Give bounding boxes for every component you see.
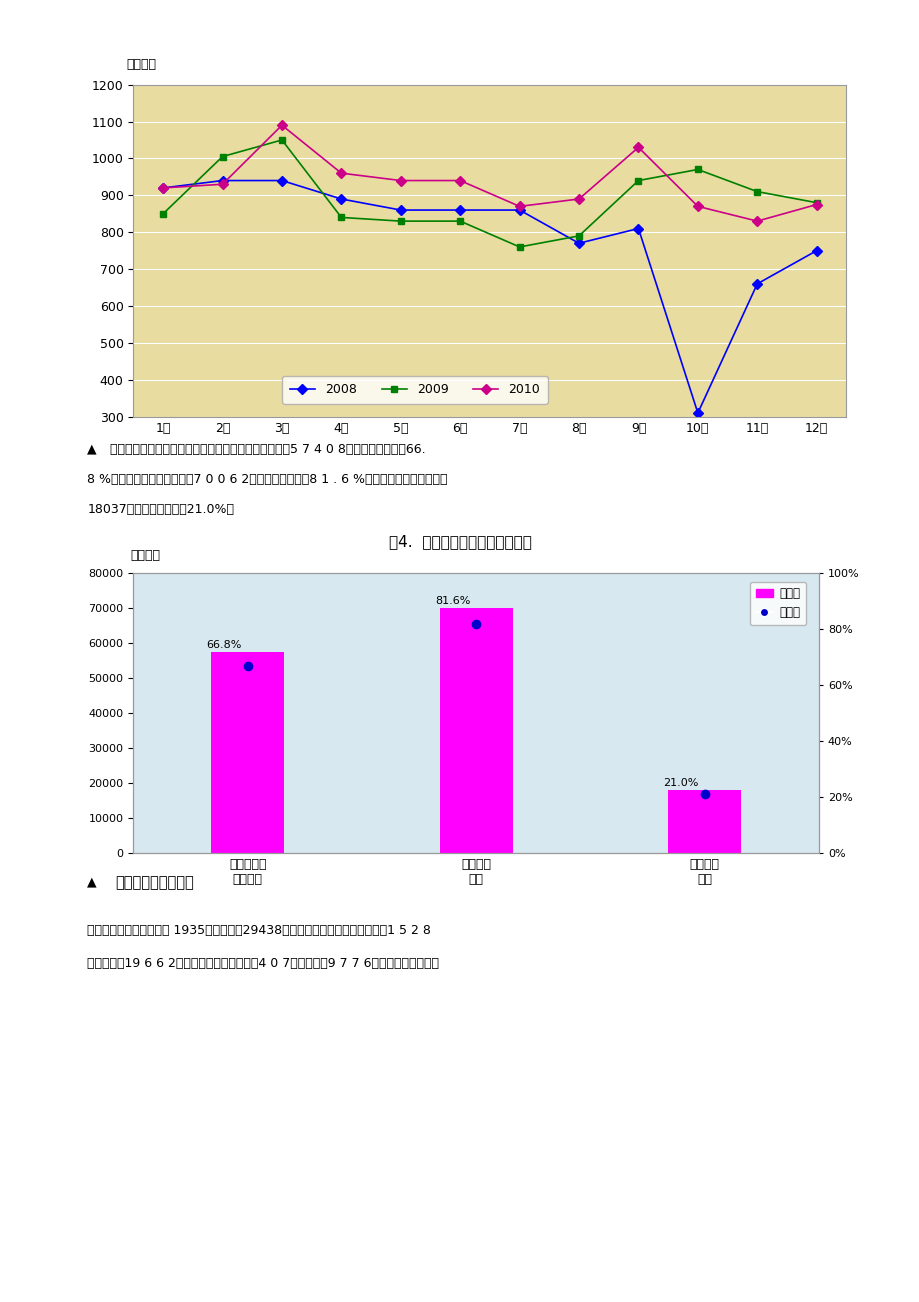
- 2009: [811, 195, 822, 211]
- Text: 移动增值业务发展较快，移动个性化回铃业务顾客达到5 7 4 0 8万户，渗入率达到66.: 移动增值业务发展较快，移动个性化回铃业务顾客达到5 7 4 0 8万户，渗入率达…: [110, 443, 425, 456]
- Text: ▲: ▲: [87, 443, 96, 456]
- 2010: [217, 176, 228, 191]
- 2008: [573, 236, 584, 251]
- Text: 8 %；移动短信业务顾客达到7 0 0 6 2万户，渗入率达到8 1 . 6 %；移动彩信业务顾客达到: 8 %；移动短信业务顾客达到7 0 0 6 2万户，渗入率达到8 1 . 6 %…: [87, 473, 448, 486]
- 2008: [811, 242, 822, 258]
- 2008: [454, 202, 465, 217]
- Bar: [439, 608, 512, 853]
- 2009: [573, 228, 584, 243]
- 2010: [811, 197, 822, 212]
- 2008: [692, 405, 703, 421]
- Legend: 用户数, 渗透率: 用户数, 渗透率: [749, 582, 805, 625]
- Line: 2010: 2010: [160, 121, 819, 225]
- 2010: [276, 117, 287, 133]
- Line: 2009: 2009: [160, 137, 819, 250]
- 2009: [335, 210, 346, 225]
- Bar: [210, 652, 284, 853]
- Text: 81.6%: 81.6%: [435, 595, 470, 605]
- Text: 66.8%: 66.8%: [206, 639, 242, 650]
- Legend: 2008, 2009, 2010: 2008, 2009, 2010: [282, 376, 547, 404]
- 2010: [751, 214, 762, 229]
- 2008: [395, 202, 406, 217]
- Text: （万户）: （万户）: [130, 548, 160, 561]
- Text: 18037万户，渗入率达到21.0%。: 18037万户，渗入率达到21.0%。: [87, 503, 234, 516]
- 2008: [514, 202, 525, 217]
- 2010: [632, 139, 643, 155]
- 2010: [395, 173, 406, 189]
- 2010: [692, 198, 703, 214]
- 2009: [751, 184, 762, 199]
- Text: （万户）: （万户）: [126, 59, 156, 72]
- 2009: [217, 148, 228, 164]
- 2009: [632, 173, 643, 189]
- Text: ▲: ▲: [87, 875, 96, 888]
- 2009: [692, 161, 703, 177]
- 2008: [335, 191, 346, 207]
- 2010: [454, 173, 465, 189]
- 2008: [751, 276, 762, 292]
- Line: 2008: 2008: [160, 177, 819, 417]
- 2010: [573, 191, 584, 207]
- 2010: [514, 198, 525, 214]
- 2008: [276, 173, 287, 189]
- 2008: [157, 180, 168, 195]
- 2008: [217, 173, 228, 189]
- 2008: [632, 220, 643, 237]
- Text: 图4.  重要移动增值业务发展状况: 图4. 重要移动增值业务发展状况: [388, 534, 531, 549]
- 2010: [157, 180, 168, 195]
- 2009: [395, 214, 406, 229]
- 2009: [276, 132, 287, 147]
- Bar: [667, 790, 741, 853]
- 2009: [157, 206, 168, 221]
- Text: （二）固定电话顾客: （二）固定电话顾客: [115, 875, 194, 891]
- 2009: [514, 240, 525, 255]
- 2010: [335, 165, 346, 181]
- Text: 21.0%: 21.0%: [663, 777, 698, 788]
- Text: ，全国固定电话顾客减少 1935万户，达到29438万户。其中，都市电话顾客减少1 5 2 8: ，全国固定电话顾客减少 1935万户，达到29438万户。其中，都市电话顾客减少…: [87, 924, 431, 937]
- 2009: [454, 214, 465, 229]
- Text: 万户，达到19 6 6 2万户；农村电话顾客减少4 0 7万户，达到9 7 7 6万户。固定电话普及: 万户，达到19 6 6 2万户；农村电话顾客减少4 0 7万户，达到9 7 7 …: [87, 957, 439, 970]
